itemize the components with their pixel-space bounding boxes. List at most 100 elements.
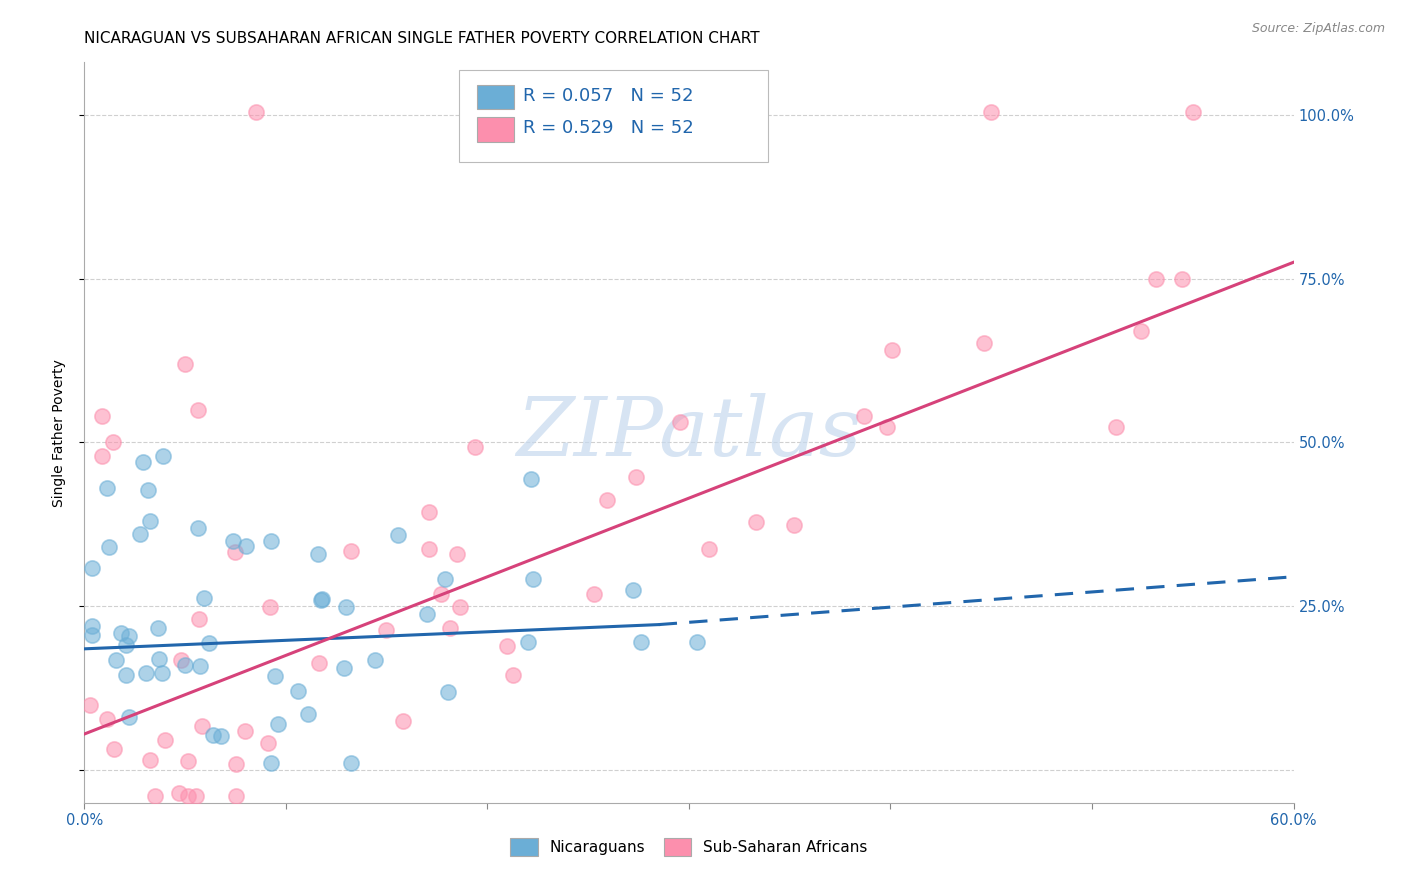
Point: [177, 789, 200, 804]
Point: [257, 736, 280, 750]
Point: [225, 789, 247, 804]
Point: [198, 635, 221, 649]
Point: [114, 639, 136, 653]
Point: [132, 455, 155, 469]
Y-axis label: Single Father Poverty: Single Father Poverty: [52, 359, 66, 507]
Point: [876, 420, 898, 434]
Point: [90, 409, 112, 424]
Point: [311, 593, 333, 607]
Point: [101, 435, 124, 450]
Point: [259, 599, 281, 614]
Point: [187, 402, 209, 417]
Text: ZIPatlas: ZIPatlas: [516, 392, 862, 473]
Point: [446, 547, 468, 561]
Point: [439, 621, 461, 635]
Point: [105, 653, 128, 667]
Point: [260, 533, 283, 548]
Point: [697, 542, 720, 557]
Point: [143, 789, 166, 804]
Point: [433, 573, 456, 587]
Point: [973, 335, 995, 350]
Point: [307, 547, 329, 561]
Point: [245, 104, 267, 119]
Point: [233, 723, 256, 738]
Point: [202, 728, 225, 742]
Point: [335, 600, 357, 615]
Text: R = 0.057   N = 52: R = 0.057 N = 52: [523, 87, 693, 104]
Bar: [478, 117, 513, 142]
Point: [79, 698, 101, 712]
Point: [150, 666, 173, 681]
Point: [191, 719, 214, 733]
Point: [596, 493, 619, 508]
Point: [211, 729, 233, 743]
Point: [146, 621, 169, 635]
Point: [1181, 104, 1204, 119]
Point: [495, 640, 517, 654]
Point: [184, 789, 207, 804]
Point: [375, 624, 398, 638]
Point: [135, 665, 157, 680]
Point: [118, 710, 141, 724]
Point: [187, 612, 209, 626]
Point: [1105, 420, 1128, 434]
Point: [783, 517, 806, 532]
Point: [437, 685, 460, 699]
Point: [308, 656, 330, 670]
Point: [96, 481, 118, 495]
Point: [267, 717, 290, 731]
Point: [416, 607, 439, 622]
Point: [311, 592, 333, 607]
Point: [153, 733, 176, 747]
Point: [188, 659, 211, 673]
Point: [136, 483, 159, 498]
Point: [853, 409, 876, 423]
FancyBboxPatch shape: [460, 70, 768, 162]
Point: [464, 441, 486, 455]
Point: [103, 741, 125, 756]
Point: [152, 449, 174, 463]
Point: [429, 587, 451, 601]
Point: [80, 628, 103, 642]
Point: [221, 534, 243, 549]
Point: [173, 357, 195, 371]
Point: [1144, 271, 1167, 285]
Point: [520, 472, 543, 486]
Point: [170, 653, 193, 667]
Point: [98, 541, 121, 555]
Point: [391, 714, 413, 728]
Legend: Nicaraguans, Sub-Saharan Africans: Nicaraguans, Sub-Saharan Africans: [503, 832, 875, 862]
Point: [522, 572, 544, 586]
Point: [418, 542, 440, 557]
Point: [224, 545, 246, 559]
Text: R = 0.529   N = 52: R = 0.529 N = 52: [523, 120, 695, 137]
Point: [880, 343, 903, 358]
Point: [745, 515, 768, 529]
Point: [225, 757, 247, 772]
Text: NICARAGUAN VS SUBSAHARAN AFRICAN SINGLE FATHER POVERTY CORRELATION CHART: NICARAGUAN VS SUBSAHARAN AFRICAN SINGLE …: [84, 31, 761, 46]
Point: [626, 469, 648, 483]
Point: [128, 527, 150, 541]
Point: [582, 587, 605, 601]
Point: [169, 786, 191, 800]
Point: [80, 560, 103, 574]
Point: [260, 756, 283, 771]
Point: [364, 653, 387, 667]
Point: [668, 415, 690, 429]
Bar: [478, 85, 513, 109]
Point: [110, 626, 132, 640]
Point: [1130, 324, 1153, 338]
Point: [621, 582, 644, 597]
Point: [114, 668, 136, 682]
Point: [138, 514, 160, 528]
Point: [176, 754, 198, 768]
Point: [686, 635, 709, 649]
Point: [91, 449, 114, 463]
Point: [449, 600, 471, 615]
Point: [138, 753, 160, 767]
Point: [187, 521, 209, 535]
Point: [418, 506, 440, 520]
Point: [630, 635, 652, 649]
Point: [263, 669, 285, 683]
Point: [517, 635, 540, 649]
